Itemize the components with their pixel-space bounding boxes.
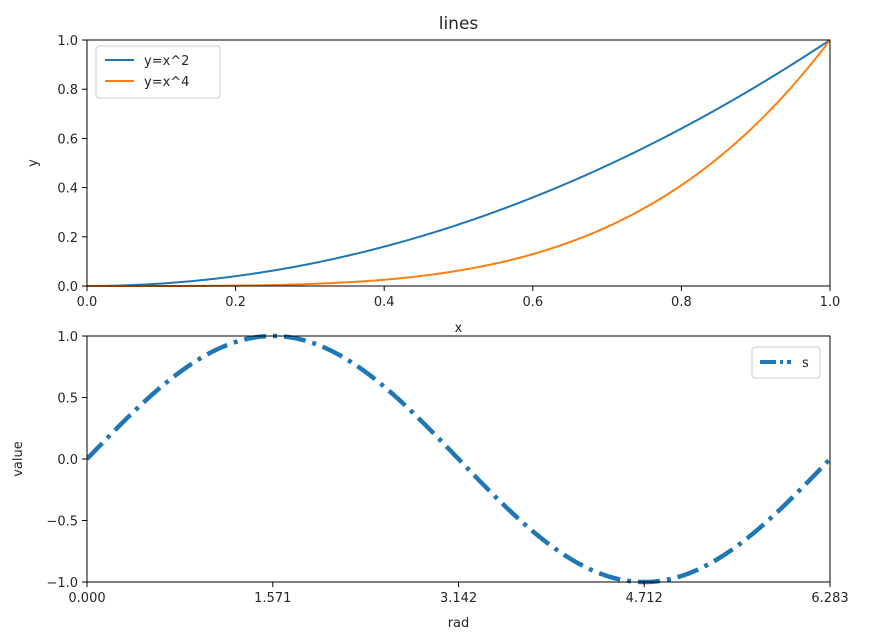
x-tick-label: 6.283 bbox=[811, 591, 848, 606]
x-tick-label: 0.6 bbox=[522, 295, 543, 310]
y-tick-label: 0.5 bbox=[57, 392, 78, 407]
chart-title: lines bbox=[439, 14, 479, 34]
y-tick-label: 0.8 bbox=[57, 83, 78, 98]
x-tick-label: 4.712 bbox=[626, 591, 663, 606]
x-tick-label: 0.4 bbox=[374, 295, 395, 310]
y-tick-label: 0.0 bbox=[57, 453, 78, 468]
x-axis-label: x bbox=[455, 321, 463, 336]
legend: s bbox=[751, 346, 821, 379]
y-axis-label: y bbox=[26, 159, 41, 167]
y-tick-label: −0.5 bbox=[46, 515, 78, 530]
plot-area bbox=[87, 333, 830, 585]
x-tick-label: 3.142 bbox=[440, 591, 477, 606]
legend-box bbox=[751, 346, 821, 379]
y-tick-label: 1.0 bbox=[57, 330, 78, 345]
bottom-chart-panel: 0.000 1.571 3.142 4.712 6.283 −1.0 −0.5 0.0 0.5 1… bbox=[11, 330, 849, 631]
legend-label: y=x^2 bbox=[144, 54, 189, 69]
y-axis-label: value bbox=[11, 441, 26, 477]
y-tick-label: 0.6 bbox=[57, 132, 78, 147]
x-tick-label: 0.000 bbox=[68, 591, 105, 606]
legend-label: y=x^4 bbox=[144, 75, 189, 90]
y-tick-label: 0.4 bbox=[57, 182, 78, 197]
legend-label: s bbox=[802, 356, 809, 371]
x-tick-label: 0.8 bbox=[671, 295, 692, 310]
x-tick-label: 0.2 bbox=[225, 295, 246, 310]
y-tick-label: 0.2 bbox=[57, 231, 78, 246]
y-tick-label: 0.0 bbox=[57, 280, 78, 295]
series-line-1 bbox=[87, 333, 830, 585]
top-chart-panel: 0.0 0.2 0.4 0.6 0.8 1.0 0.0 0.2 0.4 0.6 0.8 1.0 line… bbox=[26, 14, 840, 336]
legend: y=x^2 y=x^4 bbox=[95, 45, 221, 99]
x-tick-label: 0.0 bbox=[77, 295, 98, 310]
series-line-1 bbox=[87, 39, 830, 287]
y-tick-label: −1.0 bbox=[46, 576, 78, 591]
axes-frame bbox=[86, 39, 831, 287]
y-tick-label: 1.0 bbox=[57, 34, 78, 49]
x-tick-label: 1.0 bbox=[820, 295, 841, 310]
x-tick-label: 1.571 bbox=[254, 591, 291, 606]
x-axis-label: rad bbox=[448, 616, 470, 631]
